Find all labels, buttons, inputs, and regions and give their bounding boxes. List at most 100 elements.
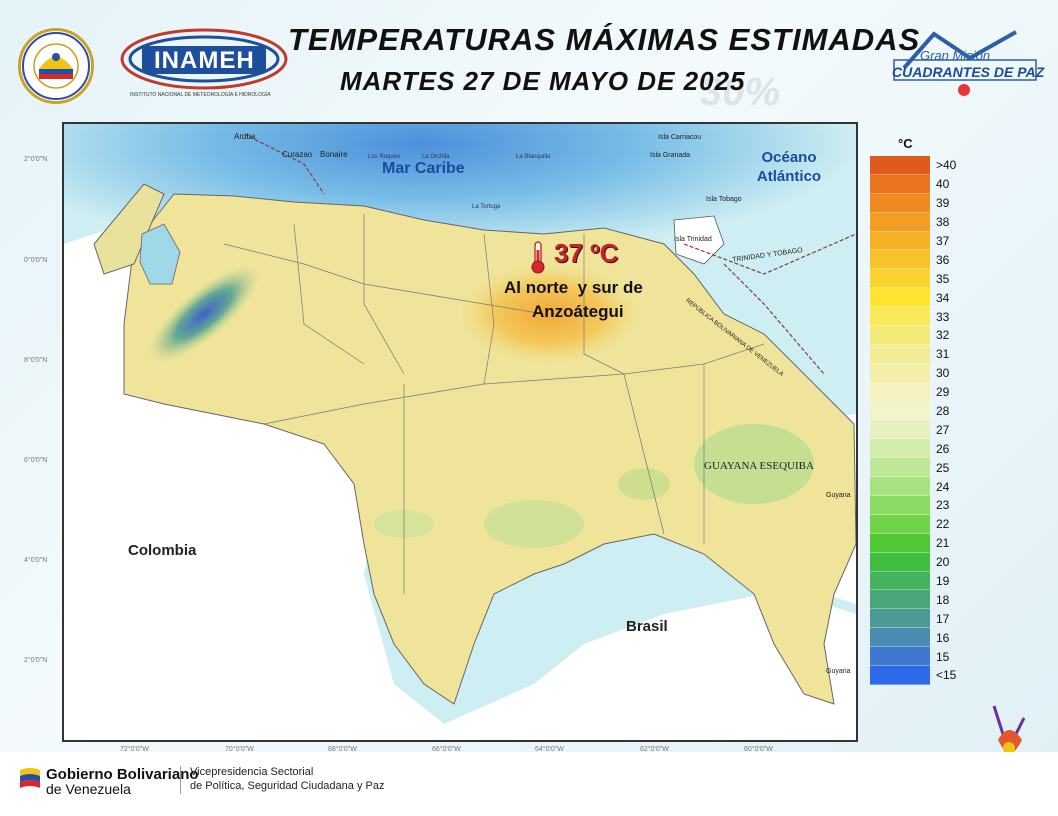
legend-unit: °C <box>898 136 913 151</box>
legend-label: 16 <box>936 630 950 645</box>
footer: Gobierno Bolivariano de Venezuela Vicepr… <box>0 752 1058 816</box>
sea-label-atlantico: Océano Atlántico <box>756 149 822 185</box>
legend-row: 37 <box>870 231 968 251</box>
legend-row: 25 <box>870 458 968 478</box>
lat-label: 8°0'0"N <box>24 357 48 364</box>
legend-label: 26 <box>936 441 950 456</box>
inameh-logo-caption: INSTITUTO NACIONAL DE METEOROLOGÍA E HID… <box>130 92 271 98</box>
legend-label: 38 <box>936 215 950 230</box>
legend-swatch <box>870 288 930 308</box>
island-label: Isla Trinidad <box>674 236 712 243</box>
legend-swatch <box>870 401 930 421</box>
legend-label: 18 <box>936 592 950 607</box>
legend-swatch <box>870 647 930 667</box>
gobierno-line2: de Venezuela <box>46 781 131 797</box>
legend-row: 39 <box>870 193 968 213</box>
legend-swatch <box>870 174 930 194</box>
temperature-map: Mar Caribe Océano Atlántico Aruba Curaza… <box>62 122 858 742</box>
island-label: Curazao <box>282 150 313 159</box>
legend-row: 20 <box>870 552 968 572</box>
lat-label: 6°0'0"N <box>24 457 48 464</box>
legend-swatch <box>870 439 930 459</box>
lon-label: 64°0'0"W <box>535 746 564 753</box>
cuadrantes-line2: CUADRANTES DE PAZ <box>892 64 1045 80</box>
legend-swatch <box>870 193 930 213</box>
lon-label: 70°0'0"W <box>225 746 254 753</box>
lon-label: 72°0'0"W <box>120 746 149 753</box>
lat-label: 2°0'0"N <box>24 657 48 664</box>
legend-swatch <box>870 250 930 270</box>
legend-label: 32 <box>936 328 950 343</box>
legend-row: 18 <box>870 590 968 610</box>
legend-swatch <box>870 496 930 515</box>
annotation-line2: Anzoátegui <box>532 302 624 321</box>
legend-label: 29 <box>936 385 950 400</box>
lat-label: 4°0'0"N <box>24 557 48 564</box>
legend-label: 17 <box>936 611 950 626</box>
vicepresidencia-line1: Vicepresidencia Sectorial <box>190 766 314 778</box>
island-label: Bonaire <box>320 150 348 159</box>
country-label-guyana: Guyana <box>826 492 851 499</box>
lon-label: 68°0'0"W <box>328 746 357 753</box>
legend-row: 15 <box>870 647 968 667</box>
legend-swatch <box>870 552 930 572</box>
legend-label: <15 <box>936 668 957 683</box>
venezuela-flag-icon <box>18 766 42 792</box>
legend-row: 22 <box>870 514 968 534</box>
legend-label: 33 <box>936 309 950 324</box>
legend-swatch <box>870 269 930 289</box>
legend-swatch <box>870 477 930 497</box>
island-label: La Orchila <box>422 154 450 160</box>
footer-divider <box>180 766 181 794</box>
legend-row: 19 <box>870 571 968 591</box>
legend-row: 40 <box>870 174 968 194</box>
country-label-colombia: Colombia <box>128 542 197 559</box>
legend-swatch <box>870 212 930 232</box>
legend-row: 34 <box>870 288 968 308</box>
page-title: TEMPERATURAS MÁXIMAS ESTIMADAS <box>288 22 921 57</box>
legend-label: 35 <box>936 271 950 286</box>
lon-label: 66°0'0"W <box>432 746 461 753</box>
legend-row: 24 <box>870 477 968 497</box>
lat-label: 0°0'0"N <box>24 257 48 264</box>
legend-swatch <box>870 344 930 364</box>
legend-swatch <box>870 382 930 402</box>
legend-swatch <box>870 571 930 591</box>
island-label: La Blanquilla <box>516 154 551 160</box>
lon-label: 62°0'0"W <box>640 746 669 753</box>
legend-swatch <box>870 458 930 478</box>
legend-label: 39 <box>936 196 950 211</box>
legend-row: 17 <box>870 609 968 629</box>
region-label-guayana-esequiba: GUAYANA ESEQUIBA <box>704 460 814 472</box>
background-watermark: 30% <box>700 70 781 114</box>
legend-row: 35 <box>870 269 968 289</box>
legend-swatch <box>870 628 930 648</box>
legend-swatch <box>870 307 930 327</box>
island-label: Aruba <box>234 132 256 141</box>
legend-row: 21 <box>870 533 968 553</box>
legend-row: <15 <box>870 666 968 685</box>
legend-row: 31 <box>870 344 968 364</box>
legend-swatch <box>870 666 930 685</box>
legend-swatch <box>870 156 930 175</box>
island-label: Isla Granada <box>650 152 691 159</box>
island-label: Isla Carriacou <box>658 134 702 141</box>
legend-label: 24 <box>936 479 950 494</box>
legend-label: 15 <box>936 649 950 664</box>
legend-row: 26 <box>870 439 968 459</box>
thermometer-icon <box>530 240 546 274</box>
lat-label: 2°0'0"N <box>24 156 48 163</box>
lon-label: 60°0'0"W <box>744 746 773 753</box>
legend-row: 30 <box>870 363 968 383</box>
legend-swatch <box>870 231 930 251</box>
sea-label-caribe: Mar Caribe <box>382 160 465 177</box>
island-label: Isla Tobago <box>706 196 742 203</box>
cuadrantes-line1: Gran Misión <box>920 48 991 63</box>
legend-label: 37 <box>936 234 950 248</box>
inameh-logo: INAMEH INSTITUTO NACIONAL DE METEOROLOGÍ… <box>120 28 288 98</box>
legend-label: 25 <box>936 460 950 475</box>
island-label: Los Roques <box>368 154 401 160</box>
legend-row: 23 <box>870 496 968 515</box>
legend-label: 40 <box>936 177 950 192</box>
legend-row: 16 <box>870 628 968 648</box>
